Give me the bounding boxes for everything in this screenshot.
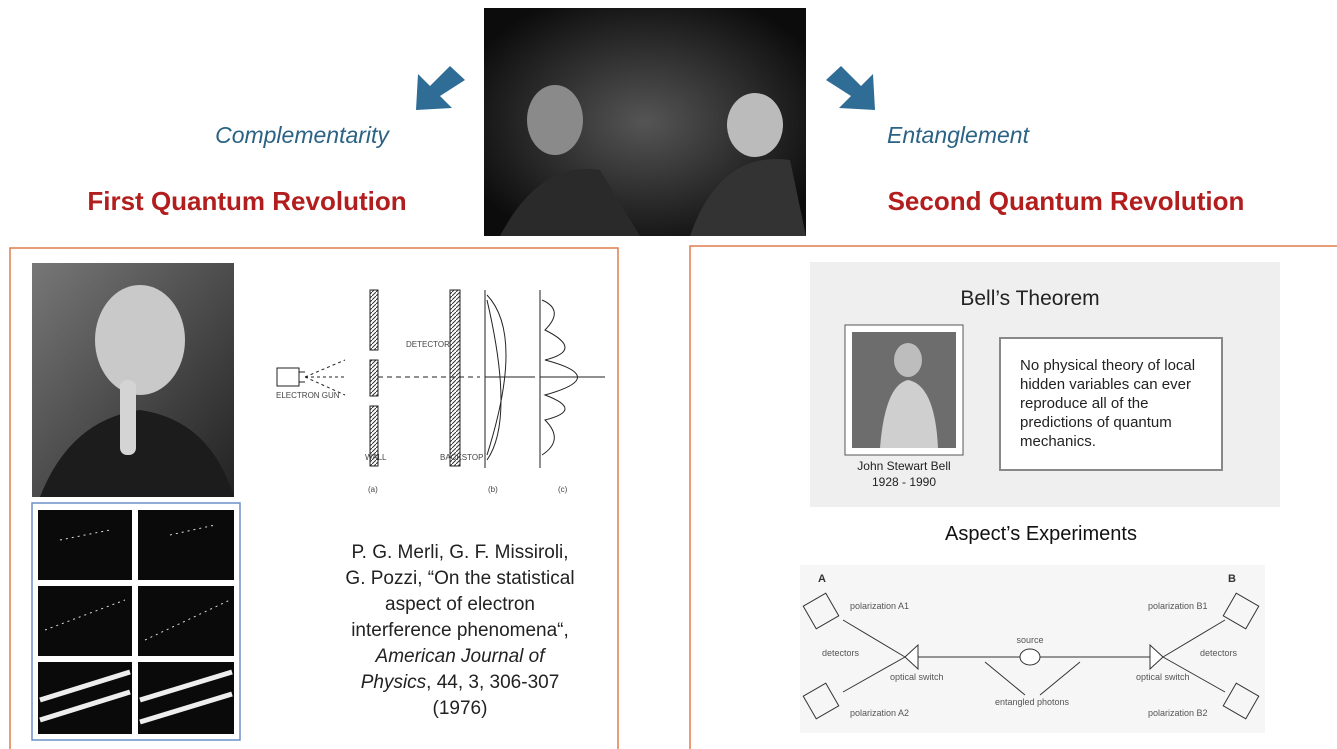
aspect-label: polarization B2: [1148, 708, 1208, 718]
bell-name: John Stewart Bell: [857, 459, 950, 473]
aspect-label: A: [818, 573, 826, 585]
bell-statement: No physical theory of local hidden varia…: [1020, 356, 1205, 451]
aspect-label: detectors: [1200, 648, 1238, 658]
aspect-label: entangled photons: [995, 697, 1070, 707]
aspect-label: detectors: [822, 648, 860, 658]
aspect-label: source: [1016, 635, 1043, 645]
bell-years: 1928 - 1990: [872, 475, 936, 489]
label-entanglement: Entanglement: [887, 122, 1031, 148]
photo-finger: [120, 380, 136, 455]
diagram-label: BACKSTOP: [440, 453, 483, 462]
photo-face: [95, 285, 185, 395]
aspect-label: optical switch: [890, 672, 944, 682]
slide: Complementarity Entanglement First Quant…: [0, 0, 1337, 749]
diagram-label: DETECTOR: [406, 340, 450, 349]
diagram-label: (a): [368, 485, 378, 494]
diagram-label: (b): [488, 485, 498, 494]
arrow-left: [416, 66, 465, 110]
citation-details: , 44, 3, 306-307 (1976): [426, 672, 559, 719]
aspect-label: B: [1228, 573, 1236, 585]
photo-figure: [727, 93, 783, 157]
aspect-label: polarization A2: [850, 708, 909, 718]
diagram-label: (c): [558, 485, 568, 494]
label-complementarity: Complementarity: [215, 122, 390, 148]
aspect-label: optical switch: [1136, 672, 1190, 682]
bell-photo-face: [894, 343, 922, 377]
aspect-title: Aspect’s Experiments: [945, 523, 1137, 545]
photo-figure: [527, 85, 583, 155]
diagram-label: ELECTRON GUN: [276, 391, 340, 400]
diagram-label: WALL: [365, 453, 387, 462]
title-second: Second Quantum Revolution: [888, 186, 1245, 216]
aspect-label: polarization A1: [850, 601, 909, 611]
citation: P. G. Merli, G. F. Missiroli, G. Pozzi, …: [345, 540, 575, 722]
arrow-right: [826, 66, 875, 110]
aspect-label: polarization B1: [1148, 601, 1208, 611]
double-slit-diagram: [277, 290, 605, 468]
bell-title: Bell’s Theorem: [960, 287, 1099, 310]
citation-text: P. G. Merli, G. F. Missiroli, G. Pozzi, …: [345, 542, 574, 641]
title-first: First Quantum Revolution: [87, 186, 406, 216]
